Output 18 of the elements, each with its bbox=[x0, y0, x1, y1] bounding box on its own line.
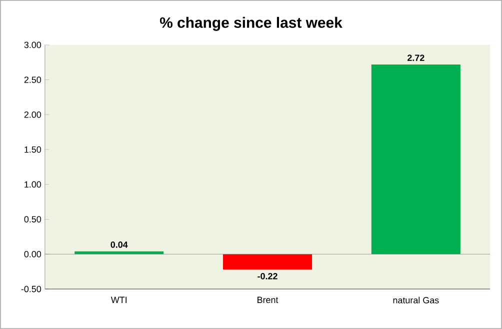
data-label: 2.72 bbox=[407, 54, 424, 61]
y-tick-label: 0.50 bbox=[24, 216, 42, 222]
bar bbox=[74, 251, 164, 254]
y-tick-label: 1.50 bbox=[24, 146, 42, 153]
bar bbox=[222, 254, 312, 270]
y-tick-label: 2.00 bbox=[24, 112, 42, 118]
x-tick-label: natural Gas bbox=[393, 296, 439, 304]
data-label: 0.04 bbox=[110, 242, 128, 248]
y-tick-label: -0.50 bbox=[21, 286, 42, 292]
y-tick-label: 1.00 bbox=[24, 181, 42, 188]
data-label: -0.22 bbox=[258, 273, 278, 280]
chart-title: % change since last week bbox=[160, 16, 342, 31]
y-tick-label: 3.00 bbox=[24, 42, 42, 48]
bar bbox=[371, 64, 460, 254]
y-tick-label: 0.00 bbox=[24, 251, 42, 258]
x-tick-label: WTI bbox=[110, 296, 127, 303]
y-tick-label: 2.50 bbox=[24, 76, 42, 83]
x-tick-label: Brent bbox=[258, 296, 278, 304]
